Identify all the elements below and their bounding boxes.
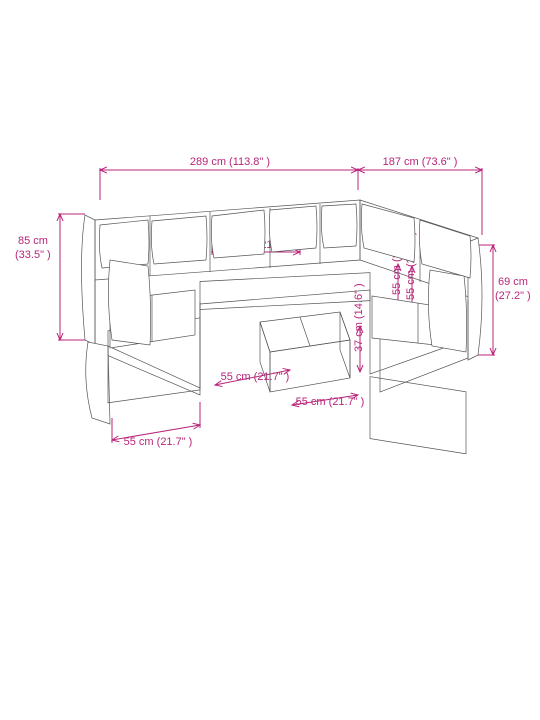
dim-text-right-1: 69 cm (498, 276, 528, 288)
diagram-canvas: 289 cm (113.8" ) 187 cm (73.6" ) 85 cm (… (0, 0, 540, 720)
sofa-drawing (82, 200, 483, 454)
dim-text-right-2: (27.2" ) (495, 290, 531, 302)
dim-text-top-a: 289 cm (113.8" ) (190, 156, 270, 168)
dim-text-left-2: (33.5" ) (15, 249, 51, 261)
dim-text-table-top: 55 cm (21.7" ) (221, 371, 290, 383)
dim-text-table-side: 55 cm (21.7" ) (296, 396, 365, 408)
dim-text-table-h: 37 cm (14.6" ) (353, 283, 365, 352)
diagram-svg: 289 cm (113.8" ) 187 cm (73.6" ) 85 cm (… (0, 0, 540, 720)
dim-text-bl: 55 cm (21.7" ) (124, 436, 193, 448)
dim-text-left-1: 85 cm (18, 235, 48, 247)
dim-text-top-b: 187 cm (73.6" ) (383, 156, 458, 168)
